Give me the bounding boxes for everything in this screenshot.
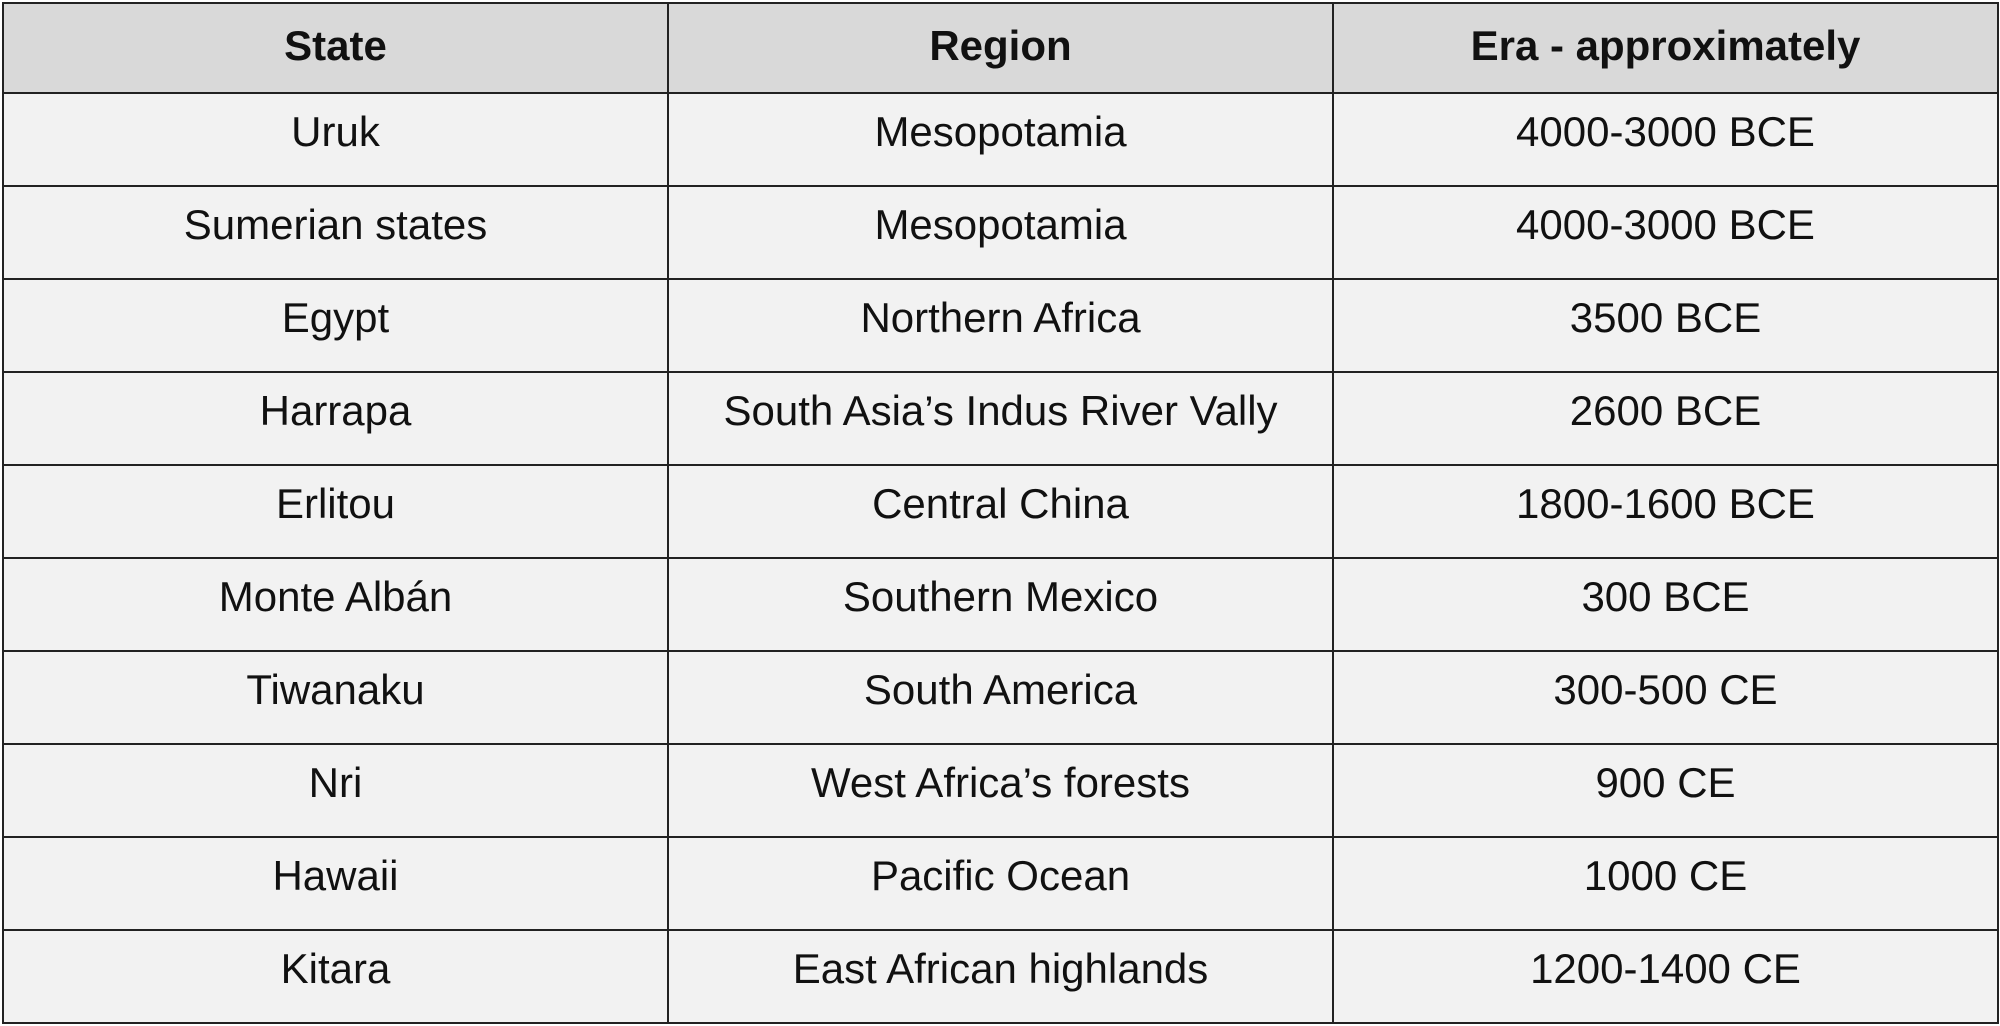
table-row: Sumerian states Mesopotamia 4000-3000 BCE: [2, 185, 1999, 280]
table-cell: Kitara: [2, 929, 669, 1024]
table-row: Erlitou Central China 1800-1600 BCE: [2, 464, 1999, 559]
table-cell: Nri: [2, 743, 669, 838]
table-cell: Hawaii: [2, 836, 669, 931]
table-cell: 300-500 CE: [1332, 650, 1999, 745]
table-cell: Pacific Ocean: [667, 836, 1334, 931]
table-cell: Mesopotamia: [667, 92, 1334, 187]
table-cell: 900 CE: [1332, 743, 1999, 838]
table-cell: 4000-3000 BCE: [1332, 185, 1999, 280]
header-cell: Region: [667, 2, 1334, 94]
table-row: Hawaii Pacific Ocean 1000 CE: [2, 836, 1999, 931]
table-cell: 2600 BCE: [1332, 371, 1999, 466]
table-cell: Sumerian states: [2, 185, 669, 280]
table-cell: Erlitou: [2, 464, 669, 559]
table-cell: South Asia’s Indus River Vally: [667, 371, 1334, 466]
table-cell: 1800-1600 BCE: [1332, 464, 1999, 559]
table-row: Egypt Northern Africa 3500 BCE: [2, 278, 1999, 373]
header-cell: State: [2, 2, 669, 94]
table-cell: East African highlands: [667, 929, 1334, 1024]
table-cell: Tiwanaku: [2, 650, 669, 745]
table-row: Tiwanaku South America 300-500 CE: [2, 650, 1999, 745]
table-cell: South America: [667, 650, 1334, 745]
table-cell: Egypt: [2, 278, 669, 373]
table-cell: Harrapa: [2, 371, 669, 466]
table-cell: Northern Africa: [667, 278, 1334, 373]
table-cell: 4000-3000 BCE: [1332, 92, 1999, 187]
table-cell: Mesopotamia: [667, 185, 1334, 280]
table-body: Uruk Mesopotamia 4000-3000 BCE Sumerian sta…: [2, 92, 1999, 1024]
table-row: Uruk Mesopotamia 4000-3000 BCE: [2, 92, 1999, 187]
table-cell: Southern Mexico: [667, 557, 1334, 652]
table-row: Monte Albán Southern Mexico 300 BCE: [2, 557, 1999, 652]
table-cell: 1000 CE: [1332, 836, 1999, 931]
table-cell: Monte Albán: [2, 557, 669, 652]
table-cell: 1200-1400 CE: [1332, 929, 1999, 1024]
table-cell: West Africa’s forests: [667, 743, 1334, 838]
table-cell: Central China: [667, 464, 1334, 559]
table-cell: Uruk: [2, 92, 669, 187]
table-row: Kitara East African highlands 1200-1400 CE: [2, 929, 1999, 1024]
header-row: State Region Era - approximately: [2, 2, 1999, 94]
header-cell: Era - approximately: [1332, 2, 1999, 94]
table-cell: 300 BCE: [1332, 557, 1999, 652]
table-cell: 3500 BCE: [1332, 278, 1999, 373]
table-row: Harrapa South Asia’s Indus River Vally 260…: [2, 371, 1999, 466]
table-row: Nri West Africa’s forests 900 CE: [2, 743, 1999, 838]
